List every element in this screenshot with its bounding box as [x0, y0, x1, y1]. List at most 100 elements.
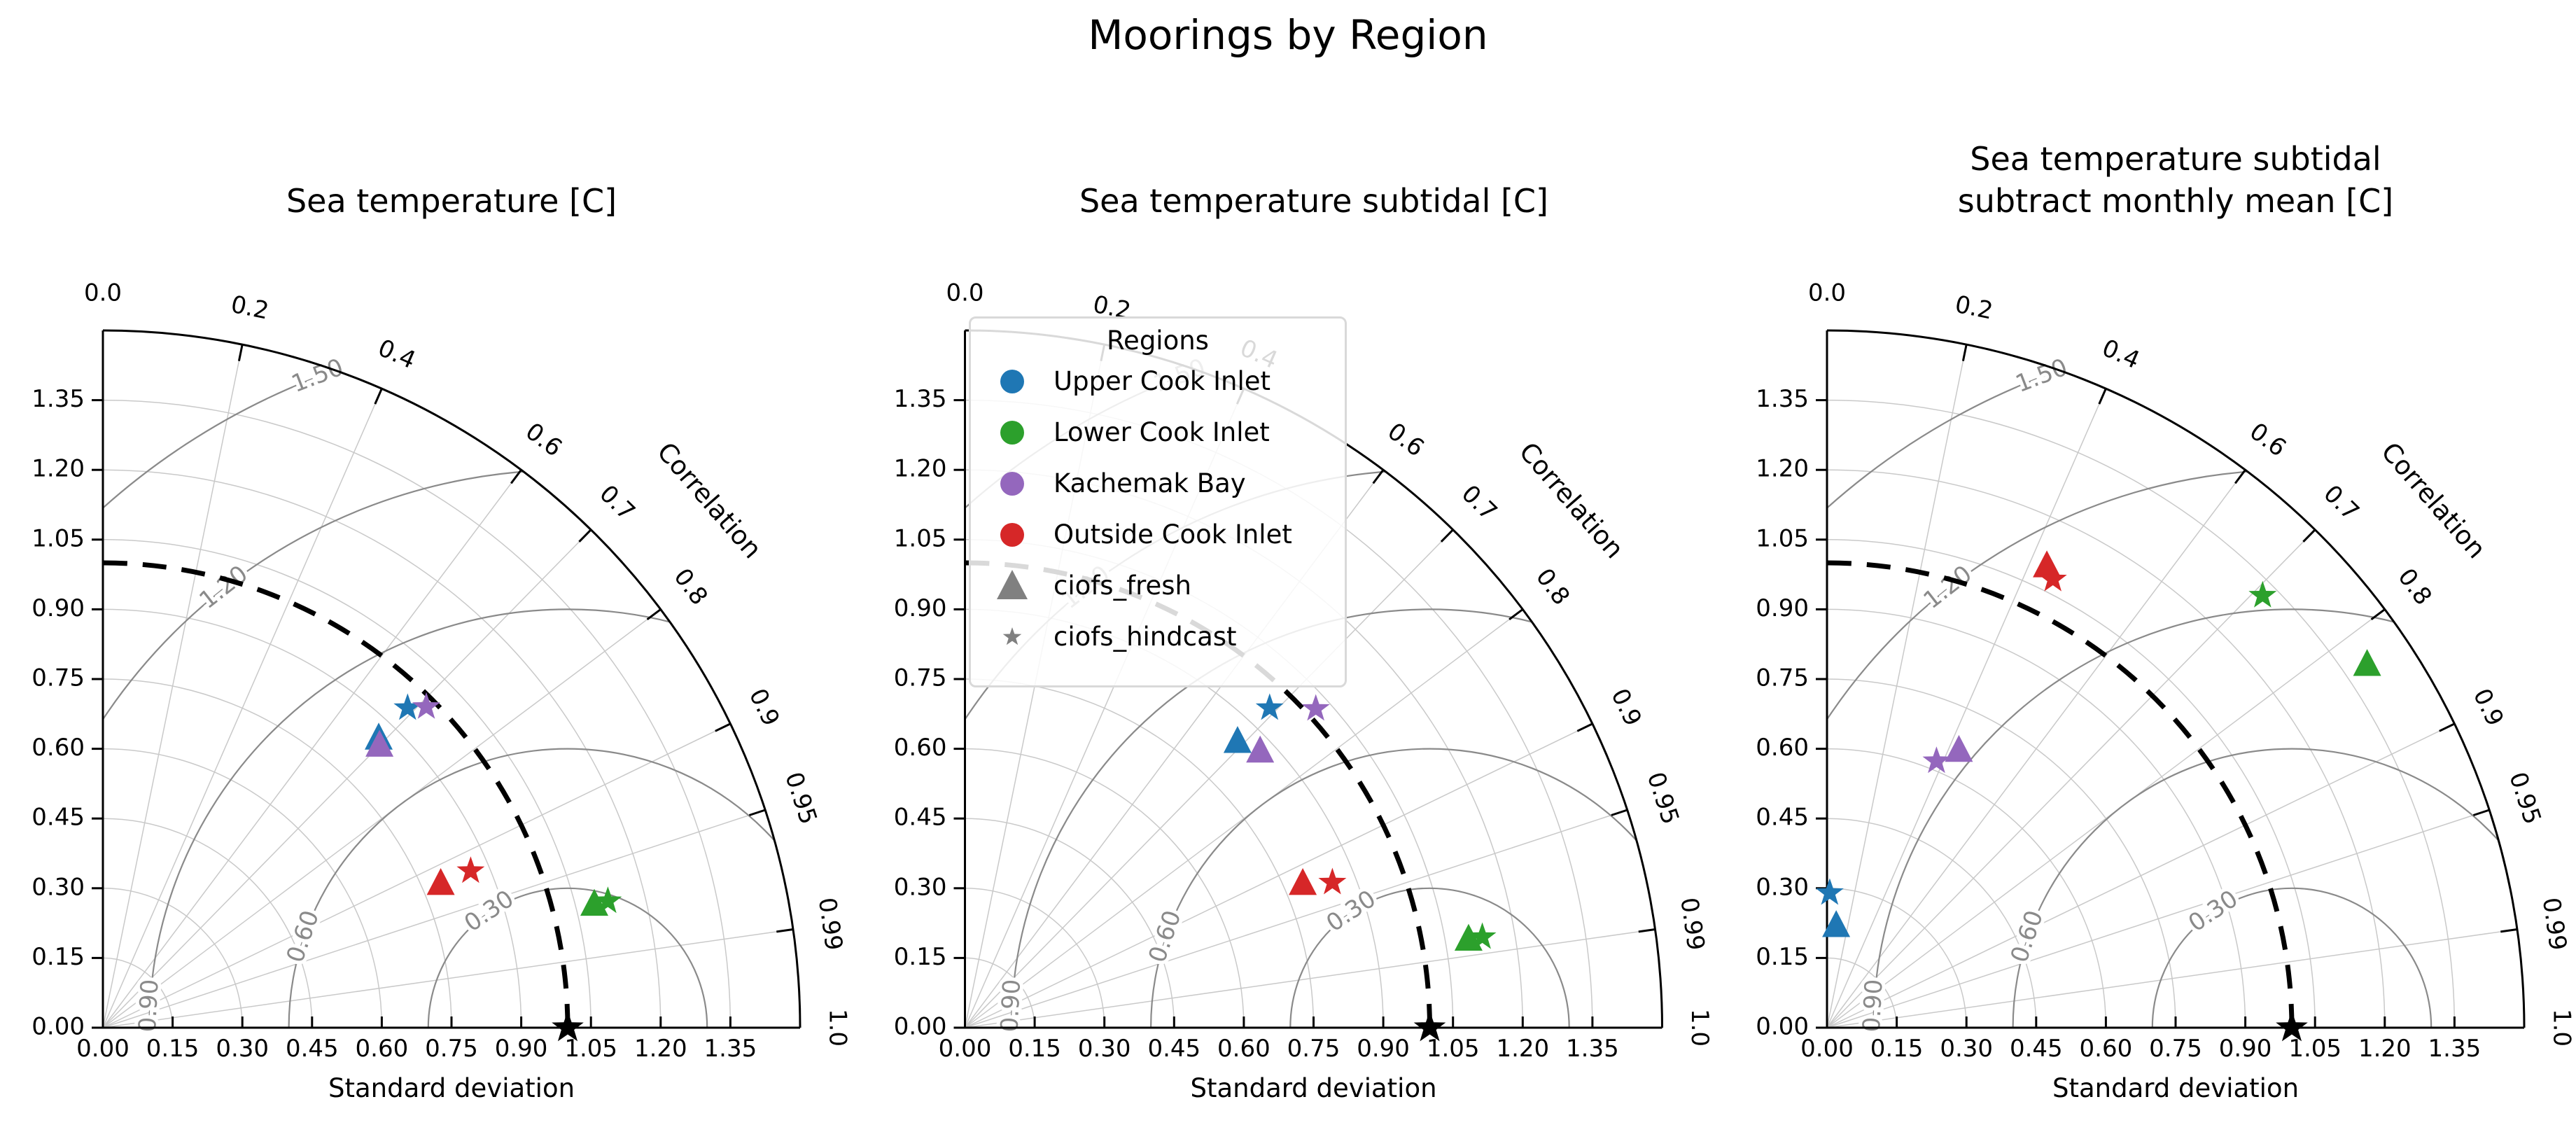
x-tick-label: 0.30 [216, 1035, 269, 1063]
point-upper-cook-inlet-ciofs-hindcast [393, 693, 422, 720]
point-lower-cook-inlet-ciofs-fresh [2353, 649, 2381, 676]
y-tick-label: 0.60 [31, 734, 85, 762]
x-tick-label: 0.45 [1147, 1035, 1200, 1063]
point-outside-cook-inlet-ciofs-hindcast [2038, 564, 2067, 592]
point-outside-cook-inlet-ciofs-fresh [1289, 868, 1317, 895]
correlation-tick-label: 0.95 [2503, 769, 2547, 827]
correlation-tick [2302, 529, 2316, 543]
std-grid-arc [1826, 399, 2456, 1028]
x-tick-label: 1.20 [1496, 1035, 1549, 1063]
correlation-tick-label: 0.2 [1952, 291, 1995, 326]
x-tick-label: 1.05 [564, 1035, 617, 1063]
correlation-gridline [1826, 723, 2455, 1028]
rms-contour-label: 1.50 [288, 354, 347, 398]
std-grid-arc [1826, 469, 2386, 1028]
x-tick-label: 1.20 [634, 1035, 687, 1063]
correlation-axis-label: Correlation [651, 437, 767, 564]
std-grid-arc [1826, 678, 2176, 1028]
correlation-tick [748, 809, 766, 816]
y-tick-label: 1.35 [31, 385, 85, 413]
correlation-tick [1638, 928, 1656, 933]
y-tick-label: 1.20 [1756, 455, 1809, 483]
correlation-tick [1611, 809, 1628, 816]
reference-std-arc [102, 560, 570, 1028]
panel-title-sea-temperature-subtidal: Sea temperature subtidal [C] [1079, 182, 1548, 220]
correlation-tick [646, 608, 662, 620]
y-tick-label: 0.15 [894, 943, 947, 971]
x-tick-label: 0.45 [286, 1035, 339, 1063]
taylor-panel-2: 0.300.600.901.201.500.000.000.150.150.30… [894, 279, 1714, 1104]
panel-title-sea-temperature-subtidal-anomaly: Sea temperature subtidal subtract monthl… [1957, 140, 2394, 220]
correlation-tick [2500, 928, 2518, 933]
correlation-tick-label: 0.6 [520, 417, 567, 462]
x-tick-label: 0.75 [2149, 1035, 2202, 1063]
legend-entry-ciofs-fresh: ciofs_fresh [971, 560, 1345, 611]
y-tick-label: 1.05 [31, 524, 85, 552]
correlation-tick [237, 344, 244, 361]
legend-entry-outside-cook-inlet: Outside Cook Inlet [971, 509, 1345, 560]
legend-entries: Upper Cook Inlet Lower Cook Inlet Kachemak… [971, 356, 1345, 662]
legend-entry-ciofs-fresh-marker-icon [971, 568, 1054, 603]
point-outside-cook-inlet-ciofs-hindcast [456, 856, 485, 883]
correlation-gridline [102, 469, 522, 1028]
correlation-gridline [102, 723, 731, 1028]
point-lower-cook-inlet-ciofs-hindcast [594, 886, 622, 914]
std-grid-arc [102, 539, 592, 1028]
correlation-tick-label: 0.8 [668, 564, 713, 610]
rms-contour [1010, 608, 1662, 1028]
correlation-tick-label: 0.99 [2537, 896, 2572, 953]
std-grid-arc [1826, 539, 2316, 1028]
x-tick-label: 1.20 [2358, 1035, 2412, 1063]
std-grid-arc [102, 888, 243, 1028]
legend-entry-lower-cook-inlet-label: Lower Cook Inlet [1054, 417, 1270, 447]
correlation-tick-label: 0.9 [1605, 684, 1647, 730]
correlation-tick-label: 0.99 [813, 896, 848, 953]
correlation-tick-label: 0.8 [1530, 564, 1575, 610]
std-grid-arc [1826, 888, 1967, 1028]
y-tick-label: 0.75 [1756, 664, 1809, 692]
rms-contour [2151, 887, 2432, 1028]
x-tick-label: 0.30 [1078, 1035, 1131, 1063]
point-kachemak-bay-ciofs-hindcast [1301, 694, 1330, 721]
correlation-arc-spine [1826, 329, 2526, 1028]
point-kachemak-bay-ciofs-hindcast [1922, 746, 1951, 774]
panel-title-sea-temperature: Sea temperature [C] [286, 182, 617, 220]
correlation-tick [776, 928, 794, 933]
x-tick-label: 0.30 [1940, 1035, 1993, 1063]
legend-entry-ciofs-hindcast-marker-icon [971, 620, 1054, 654]
reference-marker-star [2276, 1011, 2308, 1042]
correlation-tick [1440, 529, 1454, 543]
std-grid-arc [965, 678, 1315, 1028]
correlation-gridline [102, 344, 243, 1028]
point-upper-cook-inlet-ciofs-fresh [1223, 726, 1252, 753]
y-tick-label: 0.00 [894, 1013, 947, 1041]
correlation-tick [1508, 608, 1524, 620]
correlation-tick-label: 0.7 [594, 480, 640, 526]
std-grid-arc [1826, 608, 2246, 1028]
std-grid-arc [102, 469, 662, 1028]
point-upper-cook-inlet-ciofs-hindcast [1255, 693, 1284, 720]
x-tick-label: 0.00 [1800, 1035, 1854, 1063]
point-kachemak-bay-ciofs-fresh [1945, 734, 1973, 762]
rms-contour [1872, 608, 2524, 1028]
x-tick-label: 1.35 [704, 1035, 757, 1063]
x-tick-label: 0.90 [2219, 1035, 2272, 1063]
std-grid-arc [965, 748, 1245, 1028]
x-tick-label: 0.60 [1217, 1035, 1270, 1063]
correlation-tick-label: 0.95 [1642, 769, 1685, 827]
y-tick-label: 0.00 [1756, 1013, 1809, 1041]
correlation-axis-label: Correlation [1513, 437, 1630, 564]
correlation-gridline [965, 928, 1656, 1028]
correlation-tick-label: 0.9 [743, 684, 785, 730]
point-lower-cook-inlet-ciofs-hindcast [1468, 922, 1497, 949]
legend-entry-ciofs-hindcast-label: ciofs_hindcast [1054, 622, 1237, 652]
std-grid-arc [102, 818, 313, 1028]
correlation-gridline [1826, 344, 1967, 1028]
reference-std-arc [1826, 560, 2295, 1028]
reference-marker-star [1413, 1011, 1446, 1042]
rms-contour [1289, 887, 1570, 1028]
y-tick-label: 0.90 [1756, 594, 1809, 622]
rms-contour [427, 887, 708, 1028]
legend-entry-outside-cook-inlet-marker-icon [971, 519, 1054, 551]
